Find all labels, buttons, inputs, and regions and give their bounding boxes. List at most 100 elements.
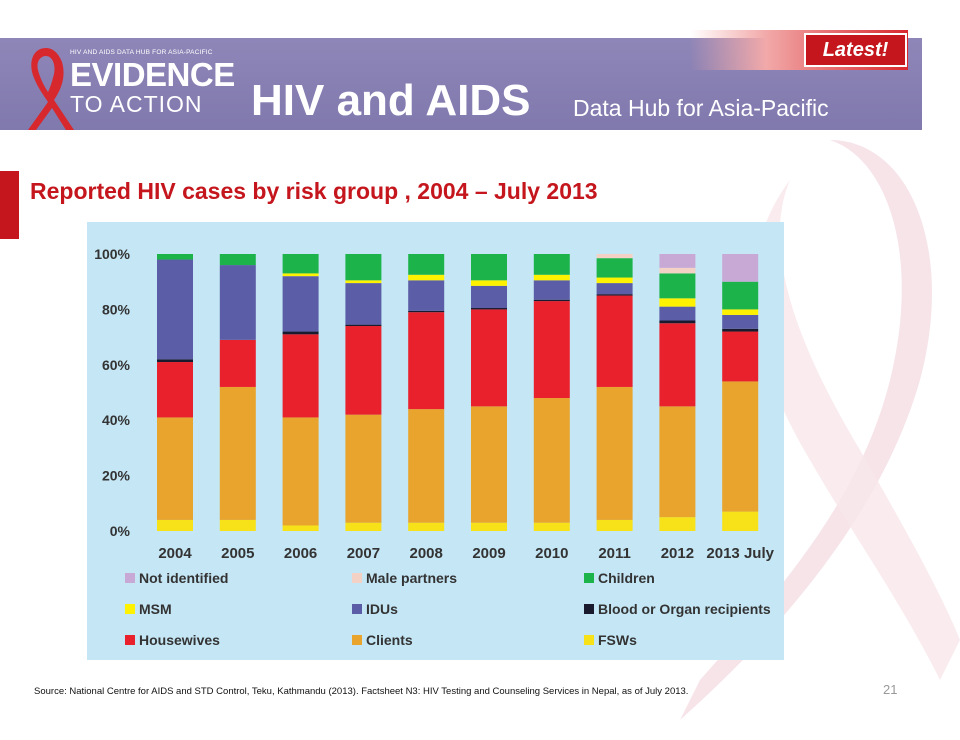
bar-segment — [533, 522, 570, 531]
bar-segment — [219, 254, 256, 266]
bar-segment — [282, 254, 319, 274]
x-tick-label: 2005 — [221, 545, 254, 562]
bar-segment — [659, 306, 696, 321]
x-tick-label: 2010 — [535, 545, 568, 562]
chart-panel: 0% 20% 40% 60% 80% 100% 2004 2005 2006 2007 2008 20… — [87, 222, 784, 660]
slide-title: Reported HIV cases by risk group , 2004 … — [30, 178, 598, 204]
legend-swatch — [125, 573, 135, 583]
legend-swatch — [125, 635, 135, 645]
y-tick-label: 0% — [110, 523, 131, 539]
bar-segment — [471, 308, 507, 310]
bar-segment — [219, 265, 256, 340]
red-ribbon-logo-icon — [28, 48, 74, 130]
x-tick-label: 2006 — [284, 545, 317, 562]
bar-segment — [157, 359, 193, 363]
bar-segment — [596, 283, 633, 295]
bar-segment — [157, 259, 193, 360]
bar-segment — [596, 386, 633, 520]
bar-segment — [282, 417, 319, 526]
x-tick-label: 2009 — [472, 545, 505, 562]
bar-segment — [157, 417, 193, 520]
bar-segment — [596, 294, 633, 296]
bar-segment — [659, 254, 696, 268]
bar-segment — [596, 277, 633, 284]
bar-segment — [219, 519, 256, 531]
bar-segment — [282, 276, 319, 332]
bar-segment — [722, 281, 759, 310]
y-tick-label: 80% — [102, 301, 131, 317]
bar-segment — [471, 254, 507, 281]
bar-segment — [533, 280, 570, 300]
bar-segment — [408, 522, 445, 531]
bar-segment — [408, 254, 445, 275]
bar-segment — [533, 274, 570, 281]
legend-label: FSWs — [598, 632, 637, 648]
x-tick-label: 2012 — [661, 545, 694, 562]
bar-segment — [659, 406, 696, 518]
x-tick-label: 2013 July — [706, 545, 774, 562]
bar-segment — [471, 280, 507, 286]
bar-segment — [722, 309, 759, 315]
header-subtitle: Data Hub for Asia-Pacific — [573, 95, 829, 121]
bar-segment — [282, 273, 319, 277]
logo-tagline: HIV AND AIDS DATA HUB FOR ASIA-PACIFIC — [70, 49, 213, 56]
legend-label: Not identified — [139, 570, 228, 586]
y-tick-label: 100% — [94, 246, 130, 262]
legend-label: Housewives — [139, 632, 220, 648]
bar-segment — [722, 328, 759, 332]
bar-segment — [408, 312, 445, 410]
header-title: HIV and AIDS — [251, 76, 531, 125]
bar-segment — [471, 285, 507, 309]
logo-to-action-text: TO ACTION — [70, 91, 203, 117]
legend-label: Children — [598, 570, 655, 586]
bar-segment — [157, 254, 193, 260]
bar-segment — [722, 511, 759, 531]
bar-segment — [533, 254, 570, 275]
title-accent-bar — [0, 171, 19, 239]
legend-swatch — [352, 604, 362, 614]
bar-segment — [659, 267, 696, 274]
bar-segment — [659, 517, 696, 531]
legend-swatch — [352, 573, 362, 583]
bar-segment — [596, 295, 633, 387]
bar-segment — [596, 254, 633, 259]
bar-segment — [659, 298, 696, 307]
page-number: 21 — [883, 682, 898, 697]
bar-segment — [471, 522, 507, 531]
bar-segment — [219, 386, 256, 520]
legend-label: IDUs — [366, 601, 398, 617]
bar-segment — [219, 339, 256, 387]
legend-swatch — [584, 635, 594, 645]
bar-segment — [345, 326, 382, 415]
x-tick-label: 2008 — [410, 545, 443, 562]
bar-segment — [722, 254, 759, 282]
bar-segment — [345, 324, 382, 327]
bar-segment — [345, 414, 382, 523]
legend-swatch — [125, 604, 135, 614]
legend-swatch — [352, 635, 362, 645]
bar-segment — [282, 525, 319, 531]
bar-segment — [408, 274, 445, 281]
x-tick-label: 2011 — [598, 545, 631, 562]
y-tick-label: 20% — [102, 468, 131, 484]
bar-segment — [722, 331, 759, 382]
bar-segment — [408, 409, 445, 523]
bar-segment — [533, 299, 570, 302]
bar-segment — [345, 254, 382, 281]
bar-segment — [596, 258, 633, 278]
legend-swatch — [584, 573, 594, 583]
y-tick-label: 40% — [102, 412, 131, 428]
bar-segment — [157, 362, 193, 418]
bar-segment — [408, 310, 445, 313]
bar-segment — [722, 314, 759, 329]
latest-button[interactable]: Latest! — [804, 33, 907, 67]
bar-segment — [345, 522, 382, 531]
x-tick-label: 2004 — [158, 545, 192, 562]
bar-segment — [282, 331, 319, 335]
bar-segment — [533, 301, 570, 399]
bar-segment — [659, 323, 696, 407]
logo-evidence-text: EVIDENCE — [70, 56, 235, 93]
bar-segment — [722, 381, 759, 512]
bar-segment — [659, 320, 696, 324]
bar-segment — [659, 273, 696, 299]
